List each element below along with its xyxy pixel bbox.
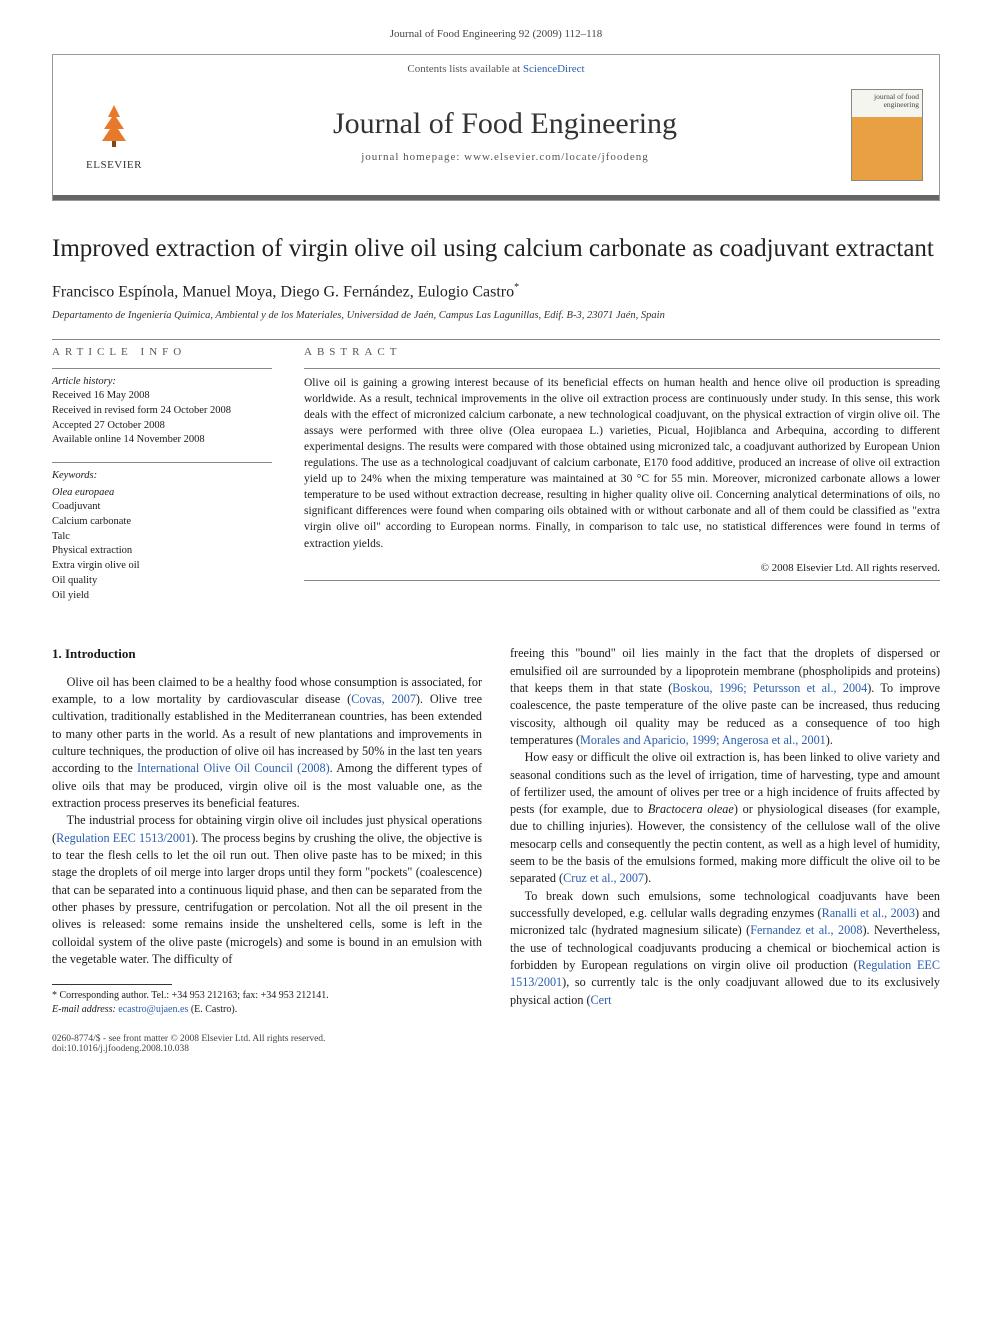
page-footer: 0260-8774/$ - see front matter © 2008 El…: [52, 1034, 940, 1054]
keyword: Physical extraction: [52, 544, 272, 559]
keyword: Oil quality: [52, 574, 272, 589]
citation-link[interactable]: Regulation EEC 1513/2001: [56, 831, 191, 845]
citation-link[interactable]: Cert: [591, 993, 612, 1007]
affiliation: Departamento de Ingeniería Química, Ambi…: [52, 310, 940, 321]
citation-link[interactable]: Morales and Aparicio, 1999; Angerosa et …: [580, 733, 826, 747]
footnote-rule: [52, 984, 172, 985]
history-item: Received 16 May 2008: [52, 389, 272, 404]
abstract-rule-bottom: [304, 580, 940, 581]
history-item: Accepted 27 October 2008: [52, 419, 272, 434]
body-text: ), so currently talc is the only coadjuv…: [510, 975, 940, 1006]
journal-homepage: journal homepage: www.elsevier.com/locat…: [159, 151, 851, 163]
keyword: Olea europaea: [52, 486, 272, 501]
right-column: freeing this "bound" oil lies mainly in …: [510, 645, 940, 1016]
cover-label: journal of food engineering: [855, 93, 919, 110]
journal-title: Journal of Food Engineering: [159, 107, 851, 141]
authors-line: Francisco Espínola, Manuel Moya, Diego G…: [52, 282, 940, 301]
article-info-label: ARTICLE INFO: [52, 346, 272, 358]
citation-link[interactable]: Fernandez et al., 2008: [750, 923, 862, 937]
keyword: Coadjuvant: [52, 500, 272, 515]
body-text: ).: [826, 733, 833, 747]
sciencedirect-link[interactable]: ScienceDirect: [523, 63, 585, 75]
species-name: Bractocera oleae: [648, 802, 734, 816]
keyword: Oil yield: [52, 589, 272, 604]
body-text: ). The process begins by crushing the ol…: [52, 831, 482, 966]
publisher-logo: ELSEVIER: [69, 99, 159, 171]
citation-link[interactable]: Cruz et al., 2007: [563, 871, 644, 885]
journal-banner: Contents lists available at ScienceDirec…: [52, 54, 940, 201]
homepage-url: www.elsevier.com/locate/jfoodeng: [464, 151, 649, 163]
corr-author-line: * Corresponding author. Tel.: +34 953 21…: [52, 989, 482, 1003]
history-item: Available online 14 November 2008: [52, 433, 272, 448]
keyword: Calcium carbonate: [52, 515, 272, 530]
abstract-column: ABSTRACT Olive oil is gaining a growing …: [304, 346, 940, 618]
body-two-column: 1. Introduction Olive oil has been claim…: [52, 645, 940, 1016]
section-heading: 1. Introduction: [52, 645, 482, 663]
publisher-name: ELSEVIER: [69, 159, 159, 171]
citation-link[interactable]: Boskou, 1996; Petursson et al., 2004: [672, 681, 867, 695]
citation-link[interactable]: Covas, 2007: [351, 692, 416, 706]
info-rule-1: [52, 368, 272, 369]
history-head: Article history:: [52, 375, 272, 390]
running-header: Journal of Food Engineering 92 (2009) 11…: [52, 28, 940, 40]
email-who: (E. Castro).: [188, 1004, 237, 1015]
elsevier-tree-icon: [69, 99, 159, 157]
info-rule-2: [52, 462, 272, 463]
citation-link[interactable]: International Olive Oil Council (2008): [137, 761, 330, 775]
footer-left: 0260-8774/$ - see front matter © 2008 El…: [52, 1034, 325, 1054]
keywords-head: Keywords:: [52, 469, 272, 484]
front-matter-line: 0260-8774/$ - see front matter © 2008 El…: [52, 1034, 325, 1044]
email-label: E-mail address:: [52, 1004, 116, 1015]
abstract-label: ABSTRACT: [304, 346, 940, 358]
article-info-column: ARTICLE INFO Article history: Received 1…: [52, 346, 272, 618]
doi-line: doi:10.1016/j.jfoodeng.2008.10.038: [52, 1044, 325, 1054]
corr-mark: *: [514, 282, 519, 293]
email-link[interactable]: ecastro@ujaen.es: [118, 1004, 188, 1015]
abstract-text: Olive oil is gaining a growing interest …: [304, 375, 940, 552]
keywords-block: Keywords: Olea europaea Coadjuvant Calci…: [52, 469, 272, 603]
rule-above-info: [52, 339, 940, 340]
keyword: Talc: [52, 530, 272, 545]
citation-link[interactable]: Ranalli et al., 2003: [822, 906, 915, 920]
contents-list-line: Contents lists available at ScienceDirec…: [53, 55, 939, 81]
abstract-rule-top: [304, 368, 940, 369]
history-item: Received in revised form 24 October 2008: [52, 404, 272, 419]
journal-cover-thumb: journal of food engineering: [851, 89, 923, 181]
abstract-copyright: © 2008 Elsevier Ltd. All rights reserved…: [304, 562, 940, 574]
banner-rule: [53, 195, 939, 200]
homepage-label: journal homepage:: [361, 151, 464, 163]
keyword: Extra virgin olive oil: [52, 559, 272, 574]
corresponding-footnote: * Corresponding author. Tel.: +34 953 21…: [52, 989, 482, 1016]
authors: Francisco Espínola, Manuel Moya, Diego G…: [52, 284, 514, 301]
body-text: ).: [644, 871, 651, 885]
left-column: 1. Introduction Olive oil has been claim…: [52, 645, 482, 1016]
article-title: Improved extraction of virgin olive oil …: [52, 233, 940, 264]
article-history: Article history: Received 16 May 2008 Re…: [52, 375, 272, 448]
contents-pre: Contents lists available at: [407, 63, 522, 75]
